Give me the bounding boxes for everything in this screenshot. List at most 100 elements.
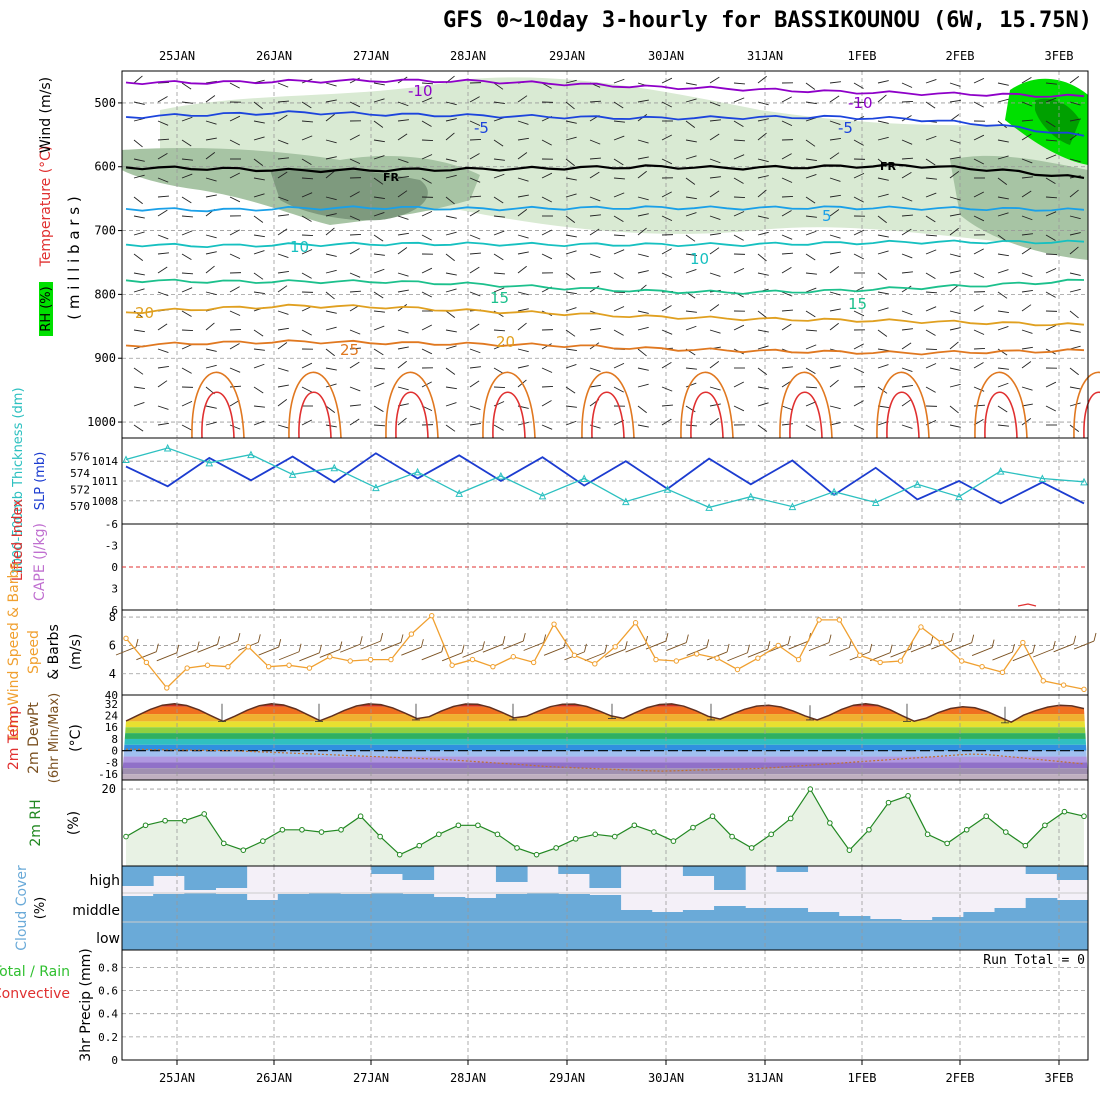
rh2m-point [514, 845, 520, 851]
upper-air-wind-barb [181, 310, 192, 317]
upper-air-wind-barb [853, 310, 865, 317]
upper-air-wind-barb [301, 419, 313, 426]
upper-air-wind-barb [253, 405, 265, 408]
upper-air-wind-barb [709, 329, 721, 334]
upper-air-wind-barb [877, 272, 888, 280]
upper-air-wind-barb [373, 348, 384, 356]
upper-air-wind-barb [493, 158, 505, 161]
upper-air-wind-barb [565, 291, 577, 295]
wind10m-barb-flag [726, 643, 730, 653]
upper-air-wind-barb [925, 192, 937, 198]
lifted-index-axis-label: Lifted Index [10, 499, 26, 581]
upper-air-wind-barb [757, 132, 767, 141]
cloud-middle-bar [901, 920, 933, 922]
cloud-middle-bar [527, 893, 559, 922]
wind10m-barb [1053, 643, 1074, 653]
upper-air-wind-barb [637, 367, 649, 371]
rh2m-unit: (%) [66, 811, 82, 835]
upper-air-wind-barb [421, 234, 432, 241]
upper-air-wind-barb [397, 329, 409, 334]
upper-air-wind-barb [253, 329, 264, 337]
upper-air-wind-barb [973, 215, 985, 222]
rh2m-area [126, 789, 1084, 866]
upper-air-wind-barb [1045, 268, 1057, 274]
upper-air-wind-barb [133, 367, 144, 375]
thickness-point [830, 487, 838, 496]
upper-air-wind-barb [157, 120, 169, 126]
upper-air-wind-barb [829, 251, 841, 255]
upper-air-wind-barb [589, 253, 601, 259]
cloud-middle-bar [776, 908, 809, 922]
wind10m-speed-point [673, 658, 680, 664]
upper-air-wind-barb [157, 380, 168, 388]
upper-air-wind-barb [589, 100, 602, 103]
upper-air-wind-barb [613, 135, 625, 141]
cloud-high-bar [371, 866, 403, 874]
cloud-middle-bar [651, 912, 684, 922]
upper-air-wind-barb [973, 362, 984, 369]
wind10m-barb-flag [971, 634, 975, 643]
upper-air-wind-barb [805, 101, 817, 105]
upper-air-wind-barb [997, 177, 1008, 185]
thickness-point [330, 463, 339, 472]
lifted-index-tick--3: -3 [105, 540, 118, 553]
upper-air-wind-barb [469, 366, 481, 369]
cloud-middle-bar [246, 900, 279, 922]
upper-air-wind-barb [1045, 253, 1058, 256]
upper-air-wind-barb [421, 324, 433, 331]
upper-air-wind-barb [205, 421, 217, 426]
slp-axis-label: SLP (mb) [33, 452, 48, 511]
temp-band [122, 768, 1088, 775]
upper-air-wind-barb [781, 309, 793, 312]
upper-air-wind-barb [877, 386, 888, 394]
upper-air-wind-barb [517, 137, 529, 141]
upper-air-wind-barb [973, 77, 985, 84]
wind10m-tick-4: 4 [109, 667, 116, 681]
upper-air-wind-barb [973, 272, 985, 279]
upper-air-wind-barb [589, 328, 601, 331]
upper-air-wind-barb [877, 291, 889, 295]
isotherm-loop-30 [201, 391, 235, 439]
top-date-tick-2feb: 2FEB [946, 49, 975, 63]
upper-air-wind-barb [181, 424, 192, 431]
upper-air-wind-barb [685, 177, 696, 185]
wind10m-speed-point [429, 612, 435, 619]
upper-air-wind-barb [781, 120, 793, 127]
upper-air-wind-barb [925, 249, 937, 255]
wind10m-barb [1033, 648, 1054, 658]
upper-air-wind-barb [325, 367, 337, 371]
upper-air-wind-barb [397, 190, 408, 198]
upper-air-wind-barb [493, 82, 504, 90]
upper-air-wind-barb [157, 348, 169, 354]
wind10m-barb [136, 651, 157, 661]
upper-air-wind-barb [949, 82, 961, 87]
upper-air-wind-barb [493, 386, 506, 389]
upper-air-wind-barb [853, 139, 864, 146]
temp-band [122, 733, 1088, 739]
wind10m-barb-flag [380, 633, 384, 642]
wind10m-speed-point [143, 659, 150, 666]
upper-air-wind-barb [325, 82, 337, 87]
upper-air-wind-barb [685, 253, 697, 256]
upper-air-wind-barb [277, 114, 288, 122]
wind10m-barb [625, 643, 646, 653]
upper-air-wind-barb [661, 77, 673, 84]
upper-air-wind-barb [253, 363, 265, 369]
upper-air-wind-barb [757, 175, 769, 179]
upper-air-wind-barb [445, 367, 456, 375]
upper-air-wind-barb [181, 367, 192, 374]
isotherm-loop-25 [385, 371, 439, 439]
upper-air-wind-barb [757, 386, 769, 390]
upper-air-wind-barb [181, 173, 193, 179]
wind-axis-label: Wind (m/s) [38, 77, 54, 153]
upper-air-wind-barb [685, 310, 697, 313]
upper-air-wind-barb [613, 120, 625, 123]
upper-air-wind-barb [397, 386, 409, 391]
upper-air-wind-barb [805, 424, 816, 431]
contour-label-20: 20 [135, 304, 154, 322]
upper-air-wind-barb [901, 100, 914, 103]
upper-air-wind-barb [661, 386, 673, 392]
upper-air-wind-barb [565, 348, 577, 351]
upper-air-wind-barb [205, 322, 215, 331]
upper-air-wind-barb [373, 120, 384, 128]
